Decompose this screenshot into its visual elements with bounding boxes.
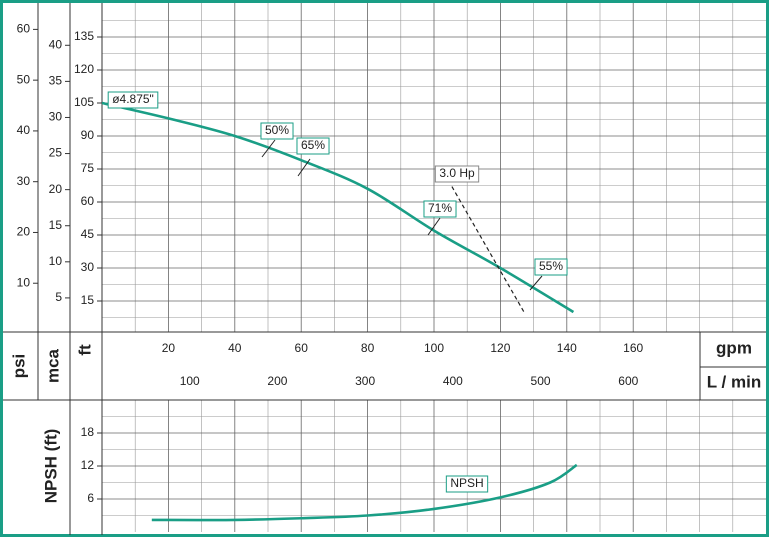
y-tick-label: 18 bbox=[81, 425, 95, 439]
psi-label: psi bbox=[9, 354, 28, 379]
label-box bbox=[107, 91, 159, 109]
x-tick-label: 140 bbox=[557, 341, 577, 355]
x2-tick-label: 500 bbox=[531, 374, 551, 388]
mca-tick-label: 40 bbox=[49, 37, 63, 51]
x-tick-label: 40 bbox=[228, 341, 242, 355]
y-tick-label: 75 bbox=[81, 161, 95, 175]
efficiency-tick bbox=[297, 158, 311, 177]
y-tick-label: 60 bbox=[81, 194, 95, 208]
curve bbox=[451, 186, 525, 313]
label-box bbox=[534, 258, 568, 276]
psi-tick-label: 10 bbox=[17, 275, 31, 289]
y-tick-label: 120 bbox=[74, 62, 94, 76]
psi-tick-label: 20 bbox=[17, 225, 31, 239]
y-tick-label: 12 bbox=[81, 458, 95, 472]
label-box bbox=[445, 475, 489, 493]
gpm-label: gpm bbox=[716, 338, 752, 357]
mca-tick-label: 15 bbox=[49, 218, 63, 232]
curve-label: 65% bbox=[301, 138, 325, 152]
y-tick-label: 90 bbox=[81, 128, 95, 142]
x2-tick-label: 200 bbox=[267, 374, 287, 388]
mca-tick-label: 10 bbox=[49, 254, 63, 268]
efficiency-tick bbox=[261, 139, 276, 158]
y-tick-label: 30 bbox=[81, 260, 95, 274]
curve-label: ø4.875" bbox=[112, 92, 154, 106]
grid bbox=[102, 3, 766, 532]
x2-tick-label: 100 bbox=[180, 374, 200, 388]
x-tick-label: 160 bbox=[623, 341, 643, 355]
mca-tick-label: 30 bbox=[49, 110, 63, 124]
separators bbox=[3, 3, 766, 535]
mca-tick-label: 35 bbox=[49, 74, 63, 88]
psi-tick-label: 30 bbox=[17, 174, 31, 188]
curve-label: 71% bbox=[428, 201, 452, 215]
x2-tick-label: 400 bbox=[443, 374, 463, 388]
x-tick-label: 60 bbox=[295, 341, 309, 355]
label-box bbox=[296, 137, 330, 155]
npsh-label: NPSH (ft) bbox=[41, 429, 60, 504]
label-box bbox=[260, 122, 294, 140]
mca-tick-label: 25 bbox=[49, 146, 63, 160]
y-tick-label: 6 bbox=[87, 491, 94, 505]
y-tick-label: 45 bbox=[81, 227, 95, 241]
efficiency-tick bbox=[529, 275, 543, 291]
curve-label: 55% bbox=[539, 259, 563, 273]
y-tick-label: 105 bbox=[74, 95, 94, 109]
curve-label: NPSH bbox=[450, 476, 483, 490]
label-box bbox=[423, 200, 457, 218]
psi-tick-label: 60 bbox=[17, 22, 31, 36]
lmin-label: L / min bbox=[707, 372, 761, 391]
label-box bbox=[434, 165, 480, 183]
x-tick-label: 20 bbox=[162, 341, 176, 355]
x2-tick-label: 600 bbox=[618, 374, 638, 388]
x-tick-label: 100 bbox=[424, 341, 444, 355]
psi-tick-label: 40 bbox=[17, 123, 31, 137]
mca-tick-label: 20 bbox=[49, 182, 63, 196]
curve bbox=[151, 463, 578, 522]
curve-label: 50% bbox=[265, 123, 289, 137]
curve-label: 3.0 Hp bbox=[439, 166, 475, 180]
mca-label: mca bbox=[43, 348, 62, 383]
y-tick-label: 135 bbox=[74, 29, 94, 43]
x-tick-label: 120 bbox=[490, 341, 510, 355]
mca-tick-label: 5 bbox=[55, 290, 62, 304]
y-tick-label: 15 bbox=[81, 293, 95, 307]
curve bbox=[101, 101, 575, 314]
x-tick-label: 80 bbox=[361, 341, 375, 355]
efficiency-tick bbox=[427, 217, 441, 236]
psi-tick-label: 50 bbox=[17, 72, 31, 86]
ft-label: ft bbox=[75, 344, 94, 356]
x2-tick-label: 300 bbox=[355, 374, 375, 388]
